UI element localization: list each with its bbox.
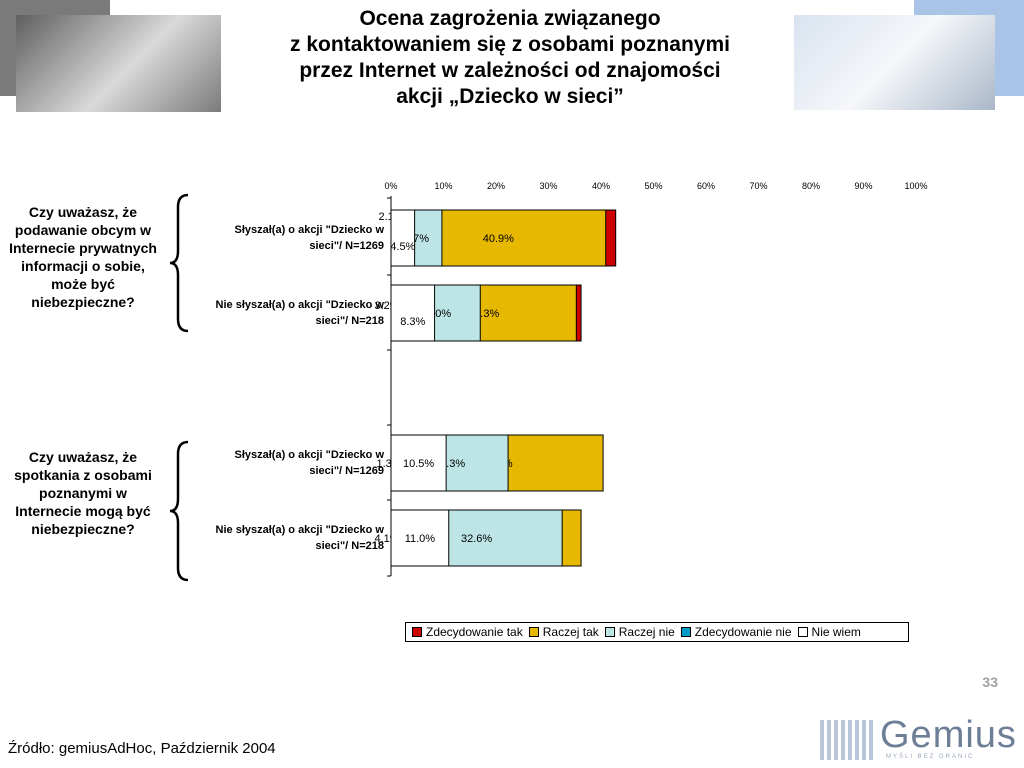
photo-person-at-computer xyxy=(16,15,221,112)
row-label: Nie słyszał(a) o akcji "Dziecko w sieci"… xyxy=(196,297,384,329)
legend-label: Raczej nie xyxy=(618,625,675,639)
x-tick-label: 10% xyxy=(434,181,452,191)
question-private-info: Czy uważasz, że podawanie obcym w Intern… xyxy=(9,204,157,310)
legend-swatch xyxy=(528,627,539,637)
x-tick-label: 40% xyxy=(592,181,610,191)
legend-label: Raczej tak xyxy=(542,625,599,639)
slide-title: Ocena zagrożenia związanego z kontaktowa… xyxy=(240,6,780,110)
legend-label: Nie wiem xyxy=(811,625,861,639)
chart-legend: Zdecydowanie tak Raczej tak Raczej nie Zdec… xyxy=(405,622,909,642)
x-tick-label: 70% xyxy=(749,181,767,191)
row-label-line: sieci"/ N=1269 xyxy=(309,240,384,252)
bar-value-label: 8.3% xyxy=(400,316,425,328)
bar-value-label: 32.6% xyxy=(461,533,492,545)
legend-swatch xyxy=(797,627,808,637)
logo-tagline: MYŚLI BEZ GRANIC xyxy=(886,754,975,760)
x-tick-label: 90% xyxy=(854,181,872,191)
row-label-line: Nie słyszał(a) o akcji "Dziecko w xyxy=(215,299,384,311)
brace-group-1 xyxy=(169,193,189,333)
legend-label: Zdecydowanie nie xyxy=(694,625,792,639)
legend-item: Raczej tak xyxy=(528,625,599,639)
x-tick-label: 100% xyxy=(904,181,927,191)
row-label-line: sieci"/ N=218 xyxy=(315,315,384,327)
legend-item: Zdecydowanie nie xyxy=(680,625,792,639)
title-line: Ocena zagrożenia związanego xyxy=(359,7,661,30)
row-label-line: Nie słyszał(a) o akcji "Dziecko w xyxy=(215,524,384,536)
legend-item: Nie wiem xyxy=(797,625,861,639)
x-tick-label: 0% xyxy=(384,181,397,191)
x-tick-label: 30% xyxy=(539,181,557,191)
bar-value-label: 40.9% xyxy=(483,233,514,245)
bar-segment xyxy=(390,509,450,567)
x-tick-label: 20% xyxy=(487,181,505,191)
legend-swatch xyxy=(604,627,615,637)
legend-label: Zdecydowanie tak xyxy=(426,625,523,639)
legend-item: Zdecydowanie tak xyxy=(412,625,523,639)
question-meetings: Czy uważasz, że spotkania z osobami pozn… xyxy=(14,449,152,537)
title-line: z kontaktowaniem się z osobami poznanymi xyxy=(290,33,730,56)
row-label-line: sieci"/ N=218 xyxy=(315,540,384,552)
title-line: akcji „Dziecko w sieci” xyxy=(396,85,624,108)
logo-wordmark: Gemius xyxy=(880,714,1017,756)
row-label: Słyszał(a) o akcji "Dziecko w sieci"/ N=… xyxy=(196,222,385,254)
photo-child-at-computer xyxy=(794,15,995,110)
row-label-line: sieci"/ N=1269 xyxy=(309,465,384,477)
row-label: Nie słyszał(a) o akcji "Dziecko w sieci"… xyxy=(196,522,384,554)
bar-value-label: 11.0% xyxy=(405,533,436,545)
row-label-line: Słyszał(a) o akcji "Dziecko w xyxy=(234,224,385,236)
bar-segment xyxy=(390,209,416,267)
legend-swatch xyxy=(680,627,691,637)
bar-value-label: 10.5% xyxy=(403,458,434,470)
legend-swatch xyxy=(412,627,422,637)
x-tick-label: 80% xyxy=(802,181,820,191)
page-number: 33 xyxy=(982,674,998,690)
title-line: przez Internet w zależności od znajomośc… xyxy=(299,59,721,82)
gemius-logo: Gemius MYŚLI BEZ GRANIC xyxy=(820,714,1020,762)
row-label-line: Słyszał(a) o akcji "Dziecko w xyxy=(234,449,385,461)
brace-group-2 xyxy=(169,440,189,582)
x-tick-label: 50% xyxy=(644,181,662,191)
bar-segment xyxy=(390,284,436,342)
source-note: Źródło: gemiusAdHoc, Październik 2004 xyxy=(8,740,276,757)
bar-value-label: 4.5% xyxy=(390,241,415,253)
legend-item: Raczej nie xyxy=(604,625,675,639)
logo-dots xyxy=(820,720,874,760)
bar-segment xyxy=(390,434,447,492)
x-tick-label: 60% xyxy=(697,181,715,191)
row-label: Słyszał(a) o akcji "Dziecko w sieci"/ N=… xyxy=(196,447,385,479)
